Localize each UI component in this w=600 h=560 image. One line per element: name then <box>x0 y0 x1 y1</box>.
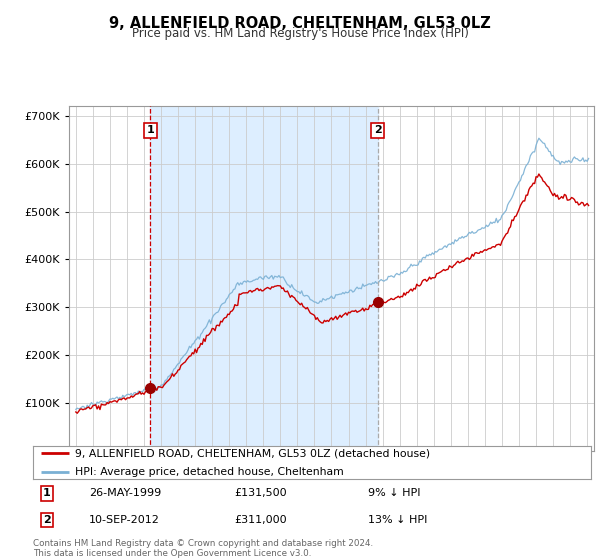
Text: £131,500: £131,500 <box>234 488 287 498</box>
Text: 2: 2 <box>43 515 51 525</box>
Text: 26-MAY-1999: 26-MAY-1999 <box>89 488 161 498</box>
Text: 10-SEP-2012: 10-SEP-2012 <box>89 515 160 525</box>
Text: 9, ALLENFIELD ROAD, CHELTENHAM, GL53 0LZ: 9, ALLENFIELD ROAD, CHELTENHAM, GL53 0LZ <box>109 16 491 31</box>
Text: £311,000: £311,000 <box>234 515 287 525</box>
Text: Price paid vs. HM Land Registry's House Price Index (HPI): Price paid vs. HM Land Registry's House … <box>131 27 469 40</box>
Text: 1: 1 <box>43 488 51 498</box>
Text: 9% ↓ HPI: 9% ↓ HPI <box>368 488 421 498</box>
Text: 9, ALLENFIELD ROAD, CHELTENHAM, GL53 0LZ (detached house): 9, ALLENFIELD ROAD, CHELTENHAM, GL53 0LZ… <box>75 449 430 459</box>
Text: 1: 1 <box>146 125 154 136</box>
Text: HPI: Average price, detached house, Cheltenham: HPI: Average price, detached house, Chel… <box>75 466 344 477</box>
Text: 2: 2 <box>374 125 382 136</box>
Text: 13% ↓ HPI: 13% ↓ HPI <box>368 515 427 525</box>
Text: Contains HM Land Registry data © Crown copyright and database right 2024.
This d: Contains HM Land Registry data © Crown c… <box>33 539 373 558</box>
Bar <box>151 106 377 451</box>
